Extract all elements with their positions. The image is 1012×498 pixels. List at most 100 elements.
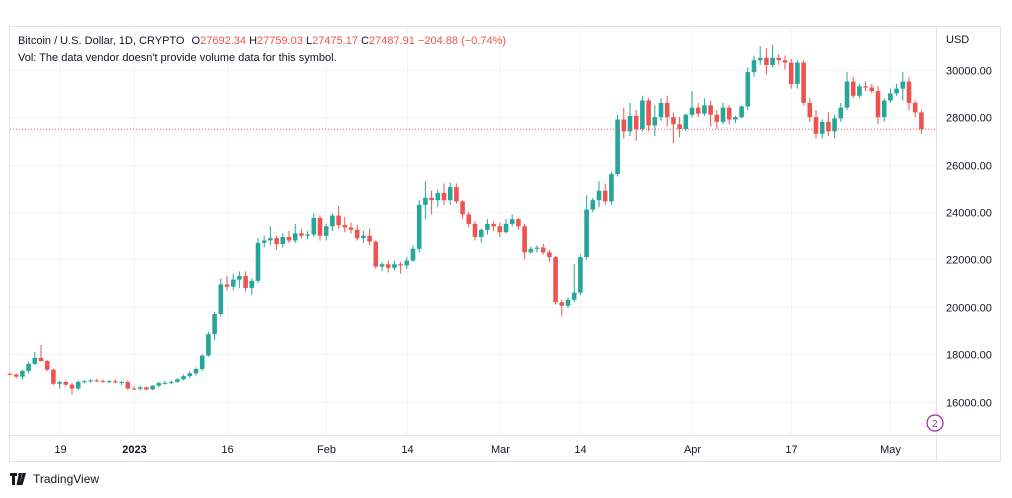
candle [280, 233, 286, 248]
time-axis[interactable]: 19 2023 16 Feb 14 Mar 14 Apr 17 May [54, 444, 901, 456]
candle [255, 238, 261, 284]
candle [199, 354, 205, 371]
candle-body [454, 187, 459, 202]
candle-body [280, 236, 286, 245]
candle-body [410, 248, 416, 261]
candle-body [292, 233, 298, 241]
x-tick-label: 14 [401, 444, 413, 456]
currency-label[interactable]: USD [946, 34, 969, 46]
candle [714, 110, 720, 129]
x-tick-label: 16 [221, 444, 233, 456]
candle [559, 299, 565, 317]
candle [590, 197, 596, 213]
candle [795, 60, 800, 89]
candle [534, 245, 540, 253]
y-tick-label: 18000.00 [946, 350, 992, 362]
x-tick-label: 14 [574, 444, 586, 456]
candle [782, 55, 788, 70]
candle [602, 183, 608, 205]
candle [912, 100, 918, 118]
candle-body [274, 238, 279, 245]
candle-body [590, 200, 596, 210]
candle-body [249, 280, 255, 288]
candle-body [813, 117, 819, 134]
candle [206, 331, 211, 357]
candle-body [540, 247, 546, 253]
candle-body [881, 100, 887, 118]
candle [150, 385, 155, 391]
candle-body [919, 112, 924, 129]
candle-body [888, 93, 893, 101]
candle [813, 110, 819, 139]
candle-body [726, 107, 732, 120]
candle [187, 370, 193, 379]
candle-body [398, 264, 403, 266]
candle [416, 200, 422, 253]
candle-body [857, 86, 862, 96]
candle [354, 225, 360, 241]
high-value: 27759.03 [257, 35, 303, 47]
candle [547, 249, 552, 262]
candle [875, 86, 881, 125]
candle [540, 244, 546, 255]
candle [44, 360, 50, 371]
candle [274, 235, 279, 250]
candle [125, 380, 131, 390]
candle [733, 115, 738, 124]
price-axis[interactable]: 16000.00 18000.00 20000.00 22000.00 24000.00… [946, 66, 992, 410]
candle [726, 105, 732, 125]
candle [119, 380, 124, 386]
candle-body [485, 223, 490, 230]
candle [429, 190, 434, 215]
candle [131, 386, 137, 390]
candle-body [522, 226, 527, 253]
legend-ohlc[interactable]: Bitcoin / U.S. Dollar, 1D, CRYPTO O27692… [18, 35, 506, 47]
tradingview-brand[interactable]: TradingView [10, 472, 99, 486]
candle [175, 378, 180, 383]
candle-body [677, 124, 682, 129]
candle [100, 379, 106, 383]
candle-body [826, 121, 831, 132]
candle-body [224, 284, 230, 287]
candle-body [429, 197, 434, 201]
candle-body [193, 369, 199, 374]
candle [348, 222, 354, 234]
candle [305, 231, 310, 240]
x-tick-label: Apr [684, 444, 701, 456]
candle-body [850, 81, 856, 96]
candle [621, 107, 627, 139]
candle-body [751, 60, 757, 73]
y-tick-label: 28000.00 [946, 113, 992, 125]
candle [63, 380, 69, 387]
candle-body [695, 107, 701, 114]
candle [671, 112, 676, 144]
candle-body [472, 223, 478, 237]
y-tick-label: 24000.00 [946, 208, 992, 220]
candle-body [832, 118, 837, 132]
scroll-marker-icon[interactable] [926, 414, 944, 432]
symbol-title[interactable]: Bitcoin / U.S. Dollar, 1D, CRYPTO [18, 35, 185, 47]
candle [478, 228, 484, 243]
candle-body [770, 57, 775, 65]
volume-note: Vol: The data vendor doesn't provide vol… [18, 52, 337, 64]
close-label: C [361, 35, 369, 47]
candle [106, 379, 112, 384]
candle-body [416, 204, 422, 249]
candle-body [720, 107, 726, 122]
candle-body [342, 225, 348, 228]
candle-body [261, 240, 267, 243]
candle [156, 381, 162, 388]
candle [739, 105, 744, 119]
candle-body [38, 357, 44, 361]
candle [615, 114, 620, 177]
candle-body [404, 260, 410, 266]
candle-body [664, 102, 670, 118]
candle-body [757, 57, 763, 61]
candle [385, 260, 391, 273]
candle-body [627, 115, 633, 132]
candle [237, 271, 242, 288]
candle [299, 228, 304, 239]
candle [633, 110, 639, 141]
candle [144, 386, 149, 391]
candle [881, 98, 887, 122]
